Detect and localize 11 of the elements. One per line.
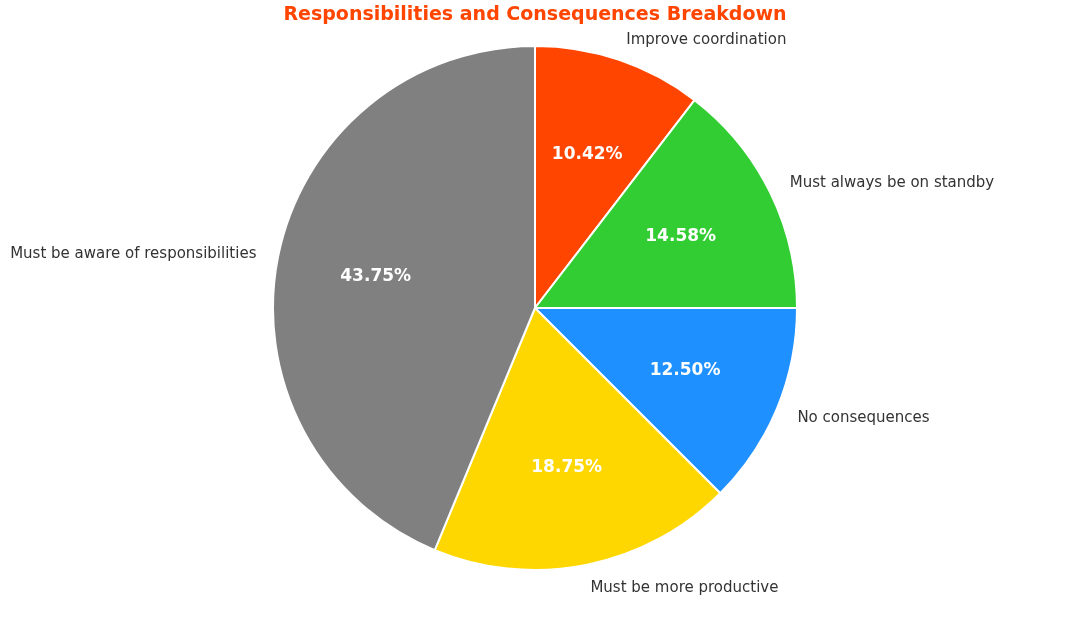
slice-label: Must be aware of responsibilities: [10, 243, 257, 262]
data-label: 18.75%: [531, 456, 603, 477]
slice-label: Improve coordination: [626, 30, 787, 49]
data-label: 10.42%: [551, 143, 623, 164]
chart-title: Responsibilities and Consequences Breakdown: [283, 2, 787, 24]
slice-label: Must always be on standby: [789, 173, 995, 192]
data-label: 12.50%: [649, 359, 721, 380]
data-label: 14.58%: [645, 225, 717, 246]
slice-label: Must be more productive: [590, 577, 779, 596]
slice-label: No consequences: [797, 407, 930, 426]
data-label: 43.75%: [340, 265, 412, 286]
